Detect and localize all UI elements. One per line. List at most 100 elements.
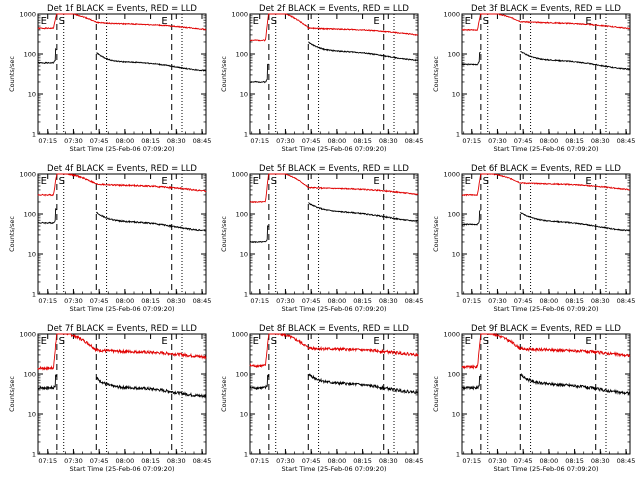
y-tick-label: 10 (452, 411, 460, 419)
x-tick-label: 08:30 (379, 457, 398, 465)
x-tick-label: 08:45 (405, 457, 424, 465)
panel-det-7: Det 7f BLACK = Events, RED = LLD 1 10 100 10… (8, 324, 211, 473)
y-tick-label: 10 (240, 91, 248, 99)
y-tick-label: 1000 (231, 11, 248, 19)
events-series-line (461, 210, 481, 226)
interval-label: S (271, 176, 277, 187)
interval-label: E (41, 16, 47, 27)
x-tick-label: 08:00 (539, 137, 558, 145)
plot-frame (37, 333, 207, 455)
x-tick-label: 08:30 (167, 137, 186, 145)
x-tick-label: 07:45 (514, 457, 533, 465)
y-tick-label: 1000 (231, 171, 248, 179)
interval-label: E (253, 176, 259, 187)
x-axis-label: Start Time (25-Feb-06 07:09:20) (282, 465, 387, 473)
x-tick-label: 08:00 (327, 137, 346, 145)
interval-label: E (373, 336, 379, 347)
interval-label: E (585, 16, 591, 27)
panel-title: Det 3f BLACK = Events, RED = LLD (471, 4, 621, 14)
x-tick-label: 08:15 (353, 457, 372, 465)
panel-det-2: Det 2f BLACK = Events, RED = LLD 1 10 100 10… (220, 4, 423, 153)
x-tick-label: 08:15 (141, 457, 160, 465)
y-tick-label: 100 (448, 371, 460, 379)
x-axis-label: Start Time (25-Feb-06 07:09:20) (282, 305, 387, 313)
panel-det-3: Det 3f BLACK = Events, RED = LLD 1 10 100 10… (432, 4, 635, 153)
y-tick-label: 100 (24, 51, 36, 59)
x-tick-label: 08:30 (591, 457, 610, 465)
panel-title: Det 4f BLACK = Events, RED = LLD (47, 164, 197, 174)
y-tick-label: 1 (32, 451, 36, 459)
events-series-line (520, 212, 631, 232)
lld-series-line (249, 173, 419, 204)
x-tick-label: 08:30 (167, 297, 186, 305)
y-axis-label: Counts/sec (8, 216, 16, 252)
events-series-line (95, 211, 207, 232)
x-tick-label: 07:15 (462, 297, 481, 305)
y-tick-label: 1000 (443, 171, 460, 179)
x-tick-label: 07:15 (38, 297, 57, 305)
x-tick-label: 08:00 (115, 457, 134, 465)
events-series-line (461, 51, 481, 66)
y-tick-label: 1 (456, 451, 460, 459)
y-tick-label: 10 (240, 251, 248, 259)
x-tick-label: 08:45 (405, 297, 424, 305)
x-tick-label: 08:45 (193, 457, 212, 465)
x-tick-label: 08:15 (353, 137, 372, 145)
y-axis-label: Counts/sec (432, 216, 440, 252)
lld-series-line (37, 13, 207, 31)
x-tick-label: 07:15 (250, 297, 269, 305)
x-tick-label: 07:30 (64, 457, 83, 465)
plot-frame (461, 13, 631, 135)
x-tick-label: 08:30 (591, 297, 610, 305)
x-tick-label: 07:30 (488, 297, 507, 305)
interval-label: S (59, 336, 65, 347)
events-series-line (308, 41, 419, 62)
x-tick-label: 07:45 (302, 457, 321, 465)
x-tick-label: 08:30 (379, 297, 398, 305)
plot-frame (37, 173, 207, 295)
y-tick-label: 1000 (231, 331, 248, 339)
x-tick-label: 07:30 (276, 457, 295, 465)
events-series-line (96, 52, 206, 72)
y-tick-label: 10 (28, 251, 36, 259)
lld-series-line (249, 13, 419, 42)
y-axis-label: Counts/sec (8, 56, 16, 92)
y-tick-label: 10 (452, 91, 460, 99)
x-tick-label: 07:30 (64, 297, 83, 305)
y-tick-label: 100 (236, 51, 248, 59)
interval-label: S (271, 336, 277, 347)
y-tick-label: 100 (24, 211, 36, 219)
events-series-line (308, 202, 419, 222)
x-tick-label: 08:15 (565, 457, 584, 465)
plot-frame (249, 173, 419, 295)
x-tick-label: 08:00 (327, 457, 346, 465)
plot-frame (249, 333, 419, 455)
y-tick-label: 1000 (19, 331, 36, 339)
y-tick-label: 100 (236, 211, 248, 219)
x-tick-label: 07:45 (302, 297, 321, 305)
interval-label: S (59, 176, 65, 187)
interval-label: E (465, 16, 471, 27)
interval-label: E (253, 336, 259, 347)
x-tick-label: 07:30 (488, 137, 507, 145)
events-series-line (37, 208, 57, 225)
x-tick-label: 07:15 (250, 137, 269, 145)
x-tick-label: 08:15 (353, 297, 372, 305)
events-series-line (37, 374, 57, 391)
x-tick-label: 08:15 (565, 137, 584, 145)
y-tick-label: 1 (32, 291, 36, 299)
y-tick-label: 1 (244, 451, 248, 459)
panel-det-8: Det 8f BLACK = Events, RED = LLD 1 10 100 10… (220, 324, 423, 473)
x-tick-label: 07:30 (488, 457, 507, 465)
y-tick-label: 1000 (443, 11, 460, 19)
x-axis-label: Start Time (25-Feb-06 07:09:20) (494, 465, 599, 473)
x-tick-label: 08:00 (115, 297, 134, 305)
x-tick-label: 08:00 (539, 457, 558, 465)
x-tick-label: 08:45 (193, 137, 212, 145)
panel-det-9: Det 9f BLACK = Events, RED = LLD 1 10 100 10… (432, 324, 635, 473)
y-tick-label: 10 (452, 251, 460, 259)
lld-series-line (37, 173, 207, 197)
x-tick-label: 07:45 (514, 297, 533, 305)
x-axis-label: Start Time (25-Feb-06 07:09:20) (70, 145, 175, 153)
